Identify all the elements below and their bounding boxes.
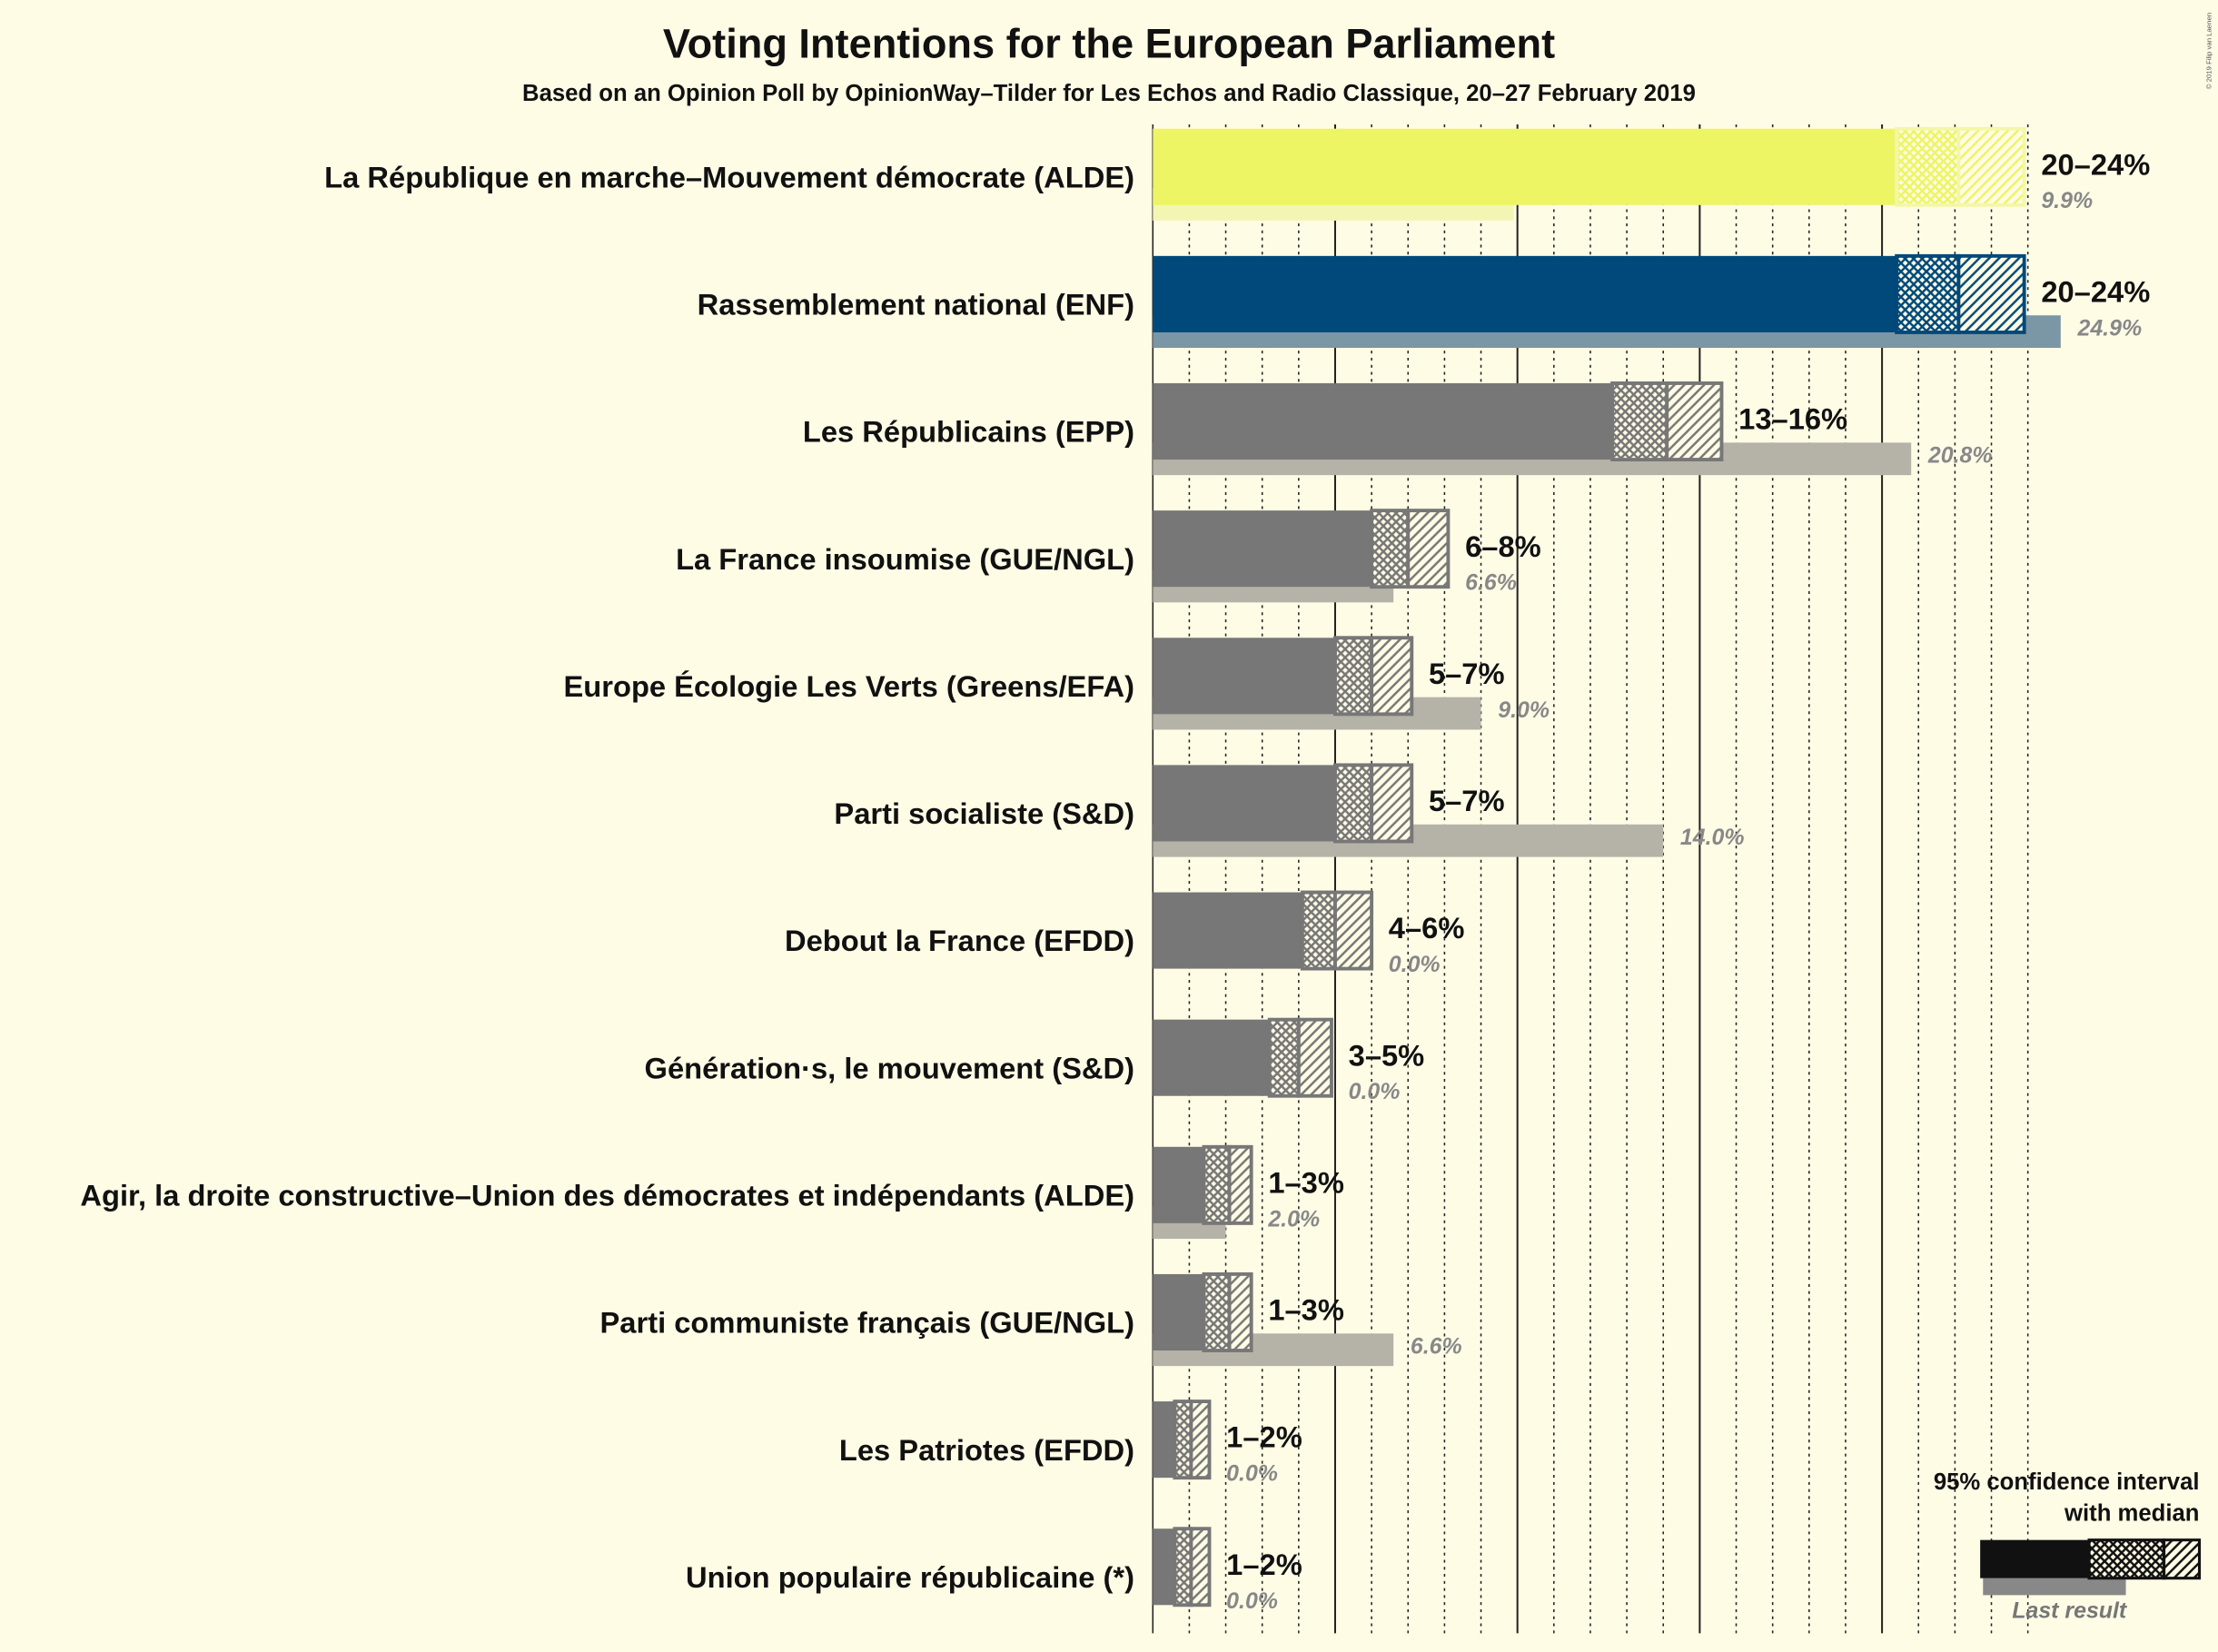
ci-bar	[1153, 638, 1335, 715]
chart-subtitle: Based on an Opinion Poll by OpinionWay–T…	[522, 81, 1696, 106]
ci-bar	[1153, 1019, 1270, 1096]
median-bar	[1895, 126, 1961, 207]
category-label: Les Patriotes (EFDD)	[839, 1433, 1134, 1467]
chart-title: Voting Intentions for the European Parli…	[663, 20, 1555, 66]
range-label: 5–7%	[1429, 784, 1505, 817]
high-bar	[1333, 890, 1374, 971]
legend-last-label: Last result	[2012, 1598, 2128, 1624]
median-bar	[1202, 1271, 1232, 1352]
median-bar	[1267, 1017, 1301, 1098]
median-bar	[1173, 1400, 1193, 1480]
last-result-label: 0.0%	[1226, 1461, 1278, 1487]
category-label: Les Républicains (EPP)	[803, 415, 1134, 449]
category-label: Europe Écologie Les Verts (Greens/EFA)	[563, 669, 1134, 703]
ci-bar	[1153, 128, 1897, 205]
median-bar	[1895, 253, 1961, 334]
last-result-label: 6.6%	[1465, 570, 1517, 596]
last-result-label: 0.0%	[1349, 1079, 1401, 1104]
category-label: Agir, la droite constructive–Union des d…	[80, 1178, 1134, 1212]
legend-high-swatch	[2163, 1538, 2202, 1580]
category-label: Debout la France (EFDD)	[785, 924, 1134, 957]
range-label: 1–2%	[1226, 1420, 1302, 1454]
high-bar	[1406, 509, 1451, 589]
range-label: 20–24%	[2041, 147, 2150, 181]
ci-bar	[1153, 1273, 1204, 1351]
ci-bar	[1153, 510, 1372, 588]
bars: La République en marche–Mouvement démocr…	[80, 126, 2150, 1614]
legend-last-swatch	[1983, 1578, 2126, 1596]
range-label: 6–8%	[1465, 529, 1541, 563]
high-bar	[1296, 1017, 1333, 1098]
category-label: La République en marche–Mouvement démocr…	[324, 160, 1134, 193]
high-bar	[1227, 1271, 1253, 1352]
category-label: Parti socialiste (S&D)	[834, 796, 1134, 830]
legend-title: with median	[2064, 1500, 2199, 1526]
ci-bar	[1153, 1146, 1204, 1223]
ci-bar	[1153, 1528, 1175, 1606]
legend: 95% confidence interval with median Last…	[1934, 1469, 2202, 1624]
range-label: 1–2%	[1226, 1548, 1302, 1581]
last-result-label: 14.0%	[1680, 825, 1745, 850]
median-bar	[1610, 381, 1669, 461]
high-bar	[1189, 1527, 1212, 1607]
ci-bar	[1153, 1401, 1175, 1479]
category-label: Union populaire républicaine (*)	[686, 1560, 1134, 1594]
category-label: Rassemblement national (ENF)	[698, 288, 1134, 321]
last-result-label: 0.0%	[1226, 1588, 1278, 1614]
range-label: 3–5%	[1349, 1038, 1425, 1072]
grid	[1152, 124, 2029, 1634]
high-bar	[1370, 763, 1414, 844]
range-label: 20–24%	[2041, 275, 2150, 309]
last-result-label: 6.6%	[1411, 1333, 1462, 1359]
high-bar	[1956, 126, 2026, 207]
ci-bar	[1153, 892, 1302, 969]
category-label: Parti communiste français (GUE/NGL)	[600, 1306, 1135, 1340]
legend-median-swatch	[2087, 1538, 2166, 1580]
last-result-label: 9.9%	[2041, 188, 2093, 213]
high-bar	[1665, 381, 1724, 461]
category-label: La France insoumise (GUE/NGL)	[676, 542, 1134, 576]
median-bar	[1300, 890, 1337, 971]
high-bar	[1227, 1144, 1253, 1225]
copyright: © 2019 Filip van Laenen	[2204, 13, 2213, 89]
range-label: 1–3%	[1268, 1165, 1344, 1199]
legend-ci-swatch	[1980, 1539, 2090, 1578]
median-bar	[1173, 1527, 1193, 1607]
median-bar	[1333, 763, 1374, 844]
range-label: 1–3%	[1268, 1293, 1344, 1327]
category-label: Génération·s, le mouvement (S&D)	[645, 1051, 1134, 1084]
range-label: 4–6%	[1389, 911, 1465, 945]
last-result-label: 24.9%	[2076, 315, 2142, 341]
median-bar	[1202, 1144, 1232, 1225]
range-label: 13–16%	[1738, 402, 1847, 436]
range-label: 5–7%	[1429, 657, 1505, 690]
ci-bar	[1153, 255, 1897, 332]
last-result-label: 9.0%	[1498, 697, 1550, 723]
median-bar	[1333, 636, 1374, 717]
last-result-label: 0.0%	[1389, 952, 1441, 977]
last-result-label: 20.8%	[1927, 443, 1993, 469]
high-bar	[1370, 636, 1414, 717]
high-bar	[1189, 1400, 1212, 1480]
legend-title: 95% confidence interval	[1934, 1469, 2200, 1495]
median-bar	[1370, 509, 1411, 589]
ci-bar	[1153, 765, 1335, 842]
high-bar	[1956, 253, 2026, 334]
ci-bar	[1153, 382, 1613, 460]
last-result-label: 2.0%	[1267, 1206, 1320, 1232]
